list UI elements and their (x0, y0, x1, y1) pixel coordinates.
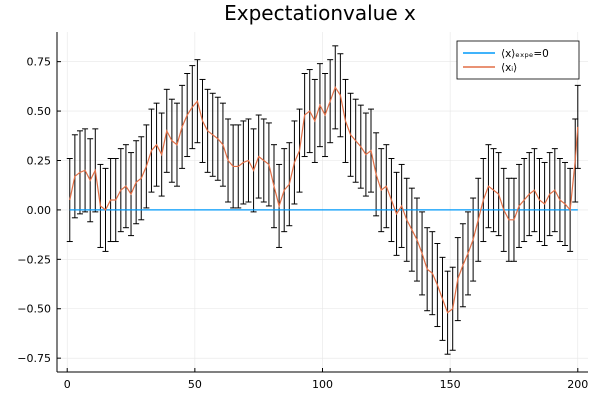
tick-labels: 0 50 100 150 200 −0.75 −0.50 −0.25 0.00 0.25 0.50 0… (17, 56, 588, 391)
x-tick-label: 0 (64, 378, 71, 391)
y-tick-label: −0.50 (17, 303, 51, 316)
legend-label: ⟨xᵢ⟩ (501, 62, 517, 74)
x-tick-label: 50 (188, 378, 202, 391)
x-tick-label: 200 (567, 378, 588, 391)
y-tick-label: 0.75 (27, 56, 52, 69)
legend-box (456, 40, 580, 80)
x-tick-label: 100 (312, 378, 333, 391)
y-tick-label: 0.00 (27, 204, 52, 217)
legend-label: ⟨x⟩ₑₓₚₑ=0 (501, 48, 549, 60)
legend: ⟨x⟩ₑₓₚₑ=0 ⟨xᵢ⟩ (456, 40, 580, 80)
y-tick-label: 0.50 (27, 105, 52, 118)
y-tick-label: −0.25 (17, 253, 51, 266)
y-tick-label: 0.25 (27, 154, 52, 167)
chart-title: Expectationvalue x (224, 1, 416, 25)
series-lines (69, 86, 579, 314)
x-tick-label: 150 (440, 378, 461, 391)
series-line-xi (69, 86, 579, 314)
y-tick-label: −0.75 (17, 352, 51, 365)
